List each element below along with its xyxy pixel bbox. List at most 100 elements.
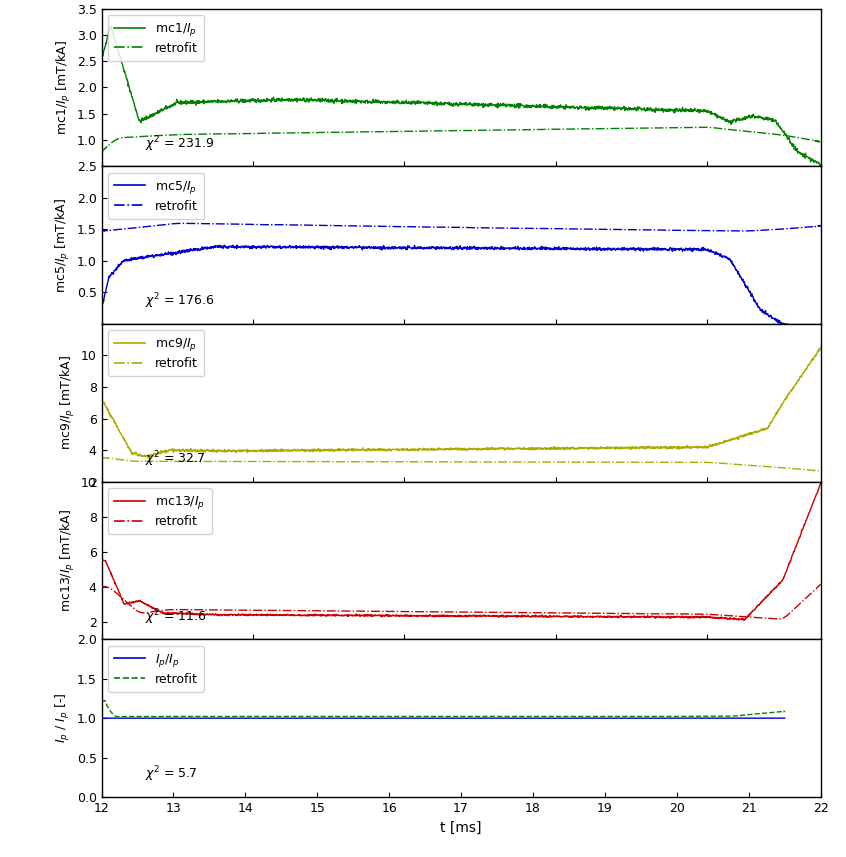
retrofit bbox=[773, 614, 783, 624]
mc1/$I_p$ bbox=[134, 114, 144, 124]
mc13/$I_p$ bbox=[96, 554, 107, 565]
Y-axis label: mc1/$I_p$ [mT/kA]: mc1/$I_p$ [mT/kA] bbox=[55, 39, 73, 135]
Text: $\chi^2$ = 5.7: $\chi^2$ = 5.7 bbox=[145, 764, 197, 784]
retrofit bbox=[816, 579, 826, 590]
$I_p$/$I_p$ bbox=[760, 713, 770, 723]
retrofit bbox=[795, 133, 805, 143]
retrofit bbox=[133, 607, 143, 617]
retrofit bbox=[134, 222, 144, 232]
Line: mc9/$I_p$: mc9/$I_p$ bbox=[102, 347, 821, 457]
retrofit bbox=[96, 147, 107, 157]
mc13/$I_p$ bbox=[739, 615, 749, 626]
mc5/$I_p$ bbox=[427, 242, 437, 252]
retrofit bbox=[795, 223, 805, 233]
mc5/$I_p$ bbox=[795, 323, 805, 333]
mc1/$I_p$ bbox=[427, 98, 437, 108]
retrofit bbox=[96, 452, 107, 463]
retrofit bbox=[662, 608, 673, 619]
retrofit bbox=[816, 220, 826, 231]
retrofit bbox=[427, 607, 437, 617]
mc5/$I_p$ bbox=[816, 329, 826, 339]
Legend: mc1/$I_p$, retrofit: mc1/$I_p$, retrofit bbox=[107, 15, 205, 61]
mc9/$I_p$ bbox=[142, 452, 152, 462]
mc13/$I_p$ bbox=[427, 611, 437, 621]
mc1/$I_p$ bbox=[663, 105, 673, 115]
retrofit bbox=[761, 708, 771, 718]
mc9/$I_p$ bbox=[795, 371, 805, 381]
retrofit bbox=[794, 599, 805, 609]
$I_p$/$I_p$ bbox=[760, 713, 770, 723]
retrofit bbox=[795, 464, 805, 474]
mc9/$I_p$ bbox=[794, 372, 805, 382]
Text: $\chi^2$ = 32.7: $\chi^2$ = 32.7 bbox=[145, 449, 206, 469]
Line: retrofit: retrofit bbox=[102, 224, 821, 231]
$I_p$/$I_p$ bbox=[131, 713, 141, 723]
retrofit bbox=[760, 708, 770, 718]
X-axis label: t [ms]: t [ms] bbox=[440, 820, 482, 835]
retrofit bbox=[816, 466, 826, 476]
mc1/$I_p$ bbox=[96, 56, 107, 66]
Line: mc1/$I_p$: mc1/$I_p$ bbox=[102, 26, 821, 165]
Text: $\chi^2$ = 176.6: $\chi^2$ = 176.6 bbox=[145, 291, 215, 311]
mc9/$I_p$ bbox=[133, 450, 143, 460]
Line: mc5/$I_p$: mc5/$I_p$ bbox=[102, 245, 821, 334]
retrofit bbox=[635, 711, 645, 722]
retrofit bbox=[663, 457, 673, 467]
mc1/$I_p$ bbox=[447, 99, 457, 110]
Text: $\chi^2$ = 231.9: $\chi^2$ = 231.9 bbox=[145, 134, 214, 153]
Legend: mc13/$I_p$, retrofit: mc13/$I_p$, retrofit bbox=[107, 488, 212, 534]
mc5/$I_p$ bbox=[96, 303, 107, 314]
mc13/$I_p$ bbox=[794, 532, 805, 542]
retrofit bbox=[816, 136, 826, 147]
mc13/$I_p$ bbox=[795, 532, 805, 542]
retrofit bbox=[794, 464, 805, 474]
retrofit bbox=[99, 226, 109, 237]
retrofit bbox=[103, 452, 113, 463]
retrofit bbox=[699, 122, 709, 132]
mc1/$I_p$ bbox=[794, 148, 805, 159]
retrofit bbox=[176, 219, 186, 229]
retrofit bbox=[446, 607, 456, 617]
mc5/$I_p$ bbox=[663, 246, 673, 256]
retrofit bbox=[447, 457, 457, 467]
retrofit bbox=[132, 711, 142, 722]
Line: retrofit: retrofit bbox=[102, 700, 784, 716]
mc1/$I_p$ bbox=[795, 148, 805, 159]
mc5/$I_p$ bbox=[228, 240, 238, 250]
Legend: mc9/$I_p$, retrofit: mc9/$I_p$, retrofit bbox=[107, 330, 205, 376]
mc1/$I_p$ bbox=[106, 21, 116, 31]
retrofit bbox=[446, 125, 456, 135]
retrofit bbox=[779, 706, 789, 716]
Y-axis label: mc5/$I_p$ [mT/kA]: mc5/$I_p$ [mT/kA] bbox=[54, 197, 73, 293]
Y-axis label: $I_p$ / $I_p$ [-]: $I_p$ / $I_p$ [-] bbox=[54, 693, 73, 743]
Legend: $I_p$/$I_p$, retrofit: $I_p$/$I_p$, retrofit bbox=[107, 645, 205, 692]
Line: retrofit: retrofit bbox=[102, 584, 821, 619]
mc9/$I_p$ bbox=[427, 443, 437, 453]
Y-axis label: mc13/$I_p$ [mT/kA]: mc13/$I_p$ [mT/kA] bbox=[58, 509, 77, 612]
mc5/$I_p$ bbox=[133, 252, 143, 262]
retrofit bbox=[96, 582, 107, 592]
retrofit bbox=[447, 222, 457, 232]
retrofit bbox=[427, 457, 437, 467]
Legend: mc5/$I_p$, retrofit: mc5/$I_p$, retrofit bbox=[107, 172, 205, 219]
$I_p$/$I_p$ bbox=[779, 713, 789, 723]
retrofit bbox=[427, 126, 437, 136]
mc13/$I_p$ bbox=[133, 596, 143, 606]
retrofit bbox=[411, 711, 421, 722]
$I_p$/$I_p$ bbox=[410, 713, 420, 723]
mc9/$I_p$ bbox=[447, 443, 457, 453]
Text: $\chi^2$ = 11.6: $\chi^2$ = 11.6 bbox=[145, 607, 206, 626]
Line: retrofit: retrofit bbox=[102, 127, 821, 152]
retrofit bbox=[429, 711, 439, 722]
mc13/$I_p$ bbox=[446, 611, 456, 621]
retrofit bbox=[98, 695, 108, 705]
retrofit bbox=[96, 225, 107, 236]
Line: retrofit: retrofit bbox=[102, 458, 821, 471]
Y-axis label: mc9/$I_p$ [mT/kA]: mc9/$I_p$ [mT/kA] bbox=[58, 355, 77, 451]
mc13/$I_p$ bbox=[816, 478, 826, 488]
$I_p$/$I_p$ bbox=[429, 713, 439, 723]
mc1/$I_p$ bbox=[816, 160, 826, 171]
$I_p$/$I_p$ bbox=[96, 713, 107, 723]
retrofit bbox=[795, 223, 805, 233]
retrofit bbox=[134, 456, 144, 466]
